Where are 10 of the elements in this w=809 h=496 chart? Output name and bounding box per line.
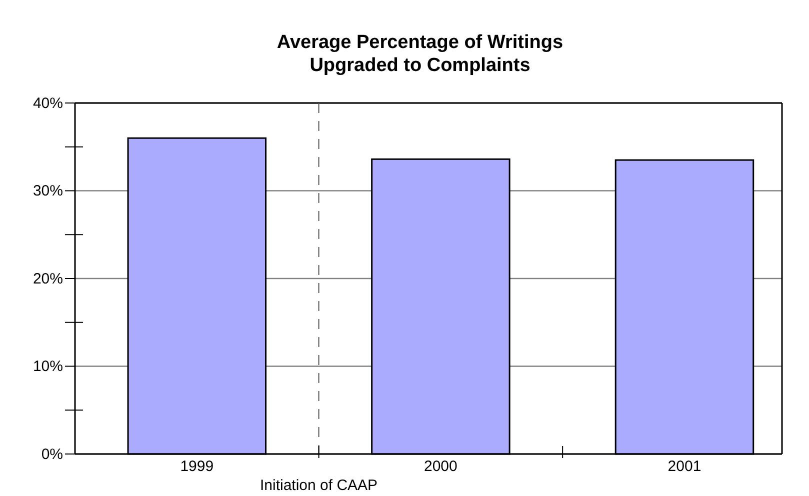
y-tick-label: 40% xyxy=(32,94,63,112)
ref-line-label: Initiation of CAAP xyxy=(260,477,378,494)
x-tick-label: 1999 xyxy=(180,458,214,475)
y-tick-label: 20% xyxy=(32,270,63,288)
y-tick-label: 0% xyxy=(41,446,63,463)
chart-title: Average Percentage of Writings Upgraded to Complaints xyxy=(276,32,564,76)
x-tick-label: 2001 xyxy=(668,458,702,475)
x-tick-label: 2000 xyxy=(424,458,458,475)
y-tick-label: 30% xyxy=(32,182,63,200)
y-tick-label: 10% xyxy=(32,358,63,376)
